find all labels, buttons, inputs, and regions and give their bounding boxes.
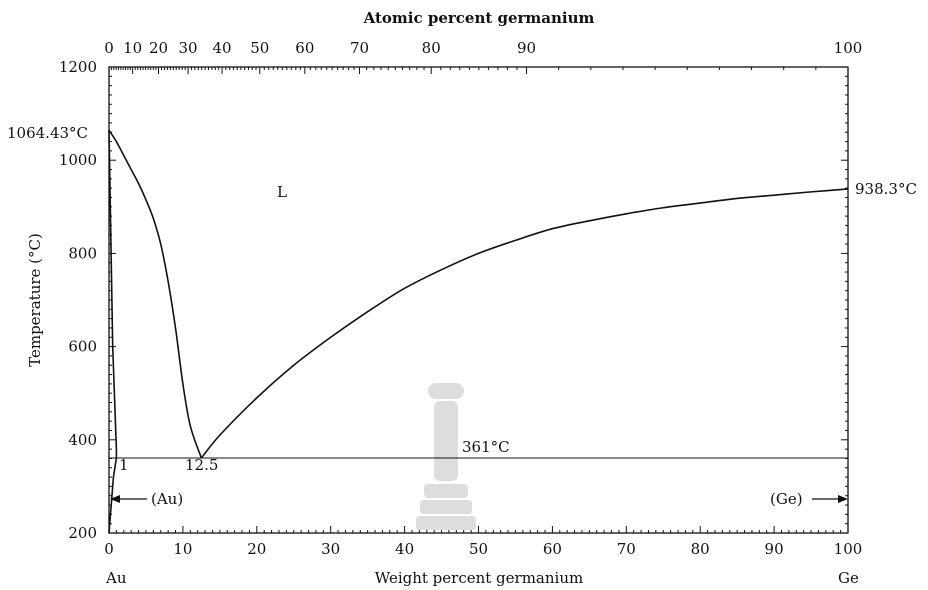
x-top-tick-label: 100 — [834, 39, 863, 57]
liquid-region-label: L — [277, 183, 287, 201]
labels-layer: Weight percent germanium Temperature (°C… — [7, 124, 917, 587]
x-tick-label: 60 — [543, 540, 562, 558]
x-tick-label: 70 — [617, 540, 636, 558]
y-tick-label: 200 — [68, 524, 97, 542]
x-tick-label: 10 — [173, 540, 192, 558]
au-phase-label: (Au) — [151, 490, 183, 508]
plot-frame — [108, 66, 849, 534]
x-tick-label: 40 — [395, 540, 414, 558]
x-tick-label: 50 — [469, 540, 488, 558]
x-tick-label: 30 — [321, 540, 340, 558]
ge-melting-label: 938.3°C — [855, 180, 917, 198]
x-top-tick-label: 40 — [213, 39, 232, 57]
x-top-tick-label: 10 — [123, 39, 142, 57]
x-top-tick-label: 0 — [104, 39, 114, 57]
x-top-tick-label: 90 — [517, 39, 536, 57]
x-top-tick-label: 30 — [179, 39, 198, 57]
right-endpoint-label: Ge — [838, 569, 859, 587]
ge-phase-arrowhead — [838, 495, 848, 503]
au-melting-label: 1064.43°C — [7, 124, 88, 142]
y-tick-label: 1000 — [59, 151, 97, 169]
x-tick-label: 0 — [104, 540, 114, 558]
y-axis-title: Temperature (°C) — [26, 233, 44, 367]
x-axis-title: Weight percent germanium — [375, 569, 583, 587]
ge-phase-label: (Ge) — [770, 490, 803, 508]
x-tick-label: 20 — [247, 540, 266, 558]
series-liquidus-au-side — [108, 129, 203, 459]
series-liquidus-ge-side — [200, 188, 849, 459]
y-tick-label: 600 — [68, 338, 97, 356]
y-tick-label: 1200 — [59, 58, 97, 76]
au-solubility-label: 1 — [119, 456, 129, 474]
x-tick-label: 90 — [765, 540, 784, 558]
watermark-logo — [416, 383, 476, 530]
x-top-tick-label: 70 — [350, 39, 369, 57]
eutectic-temp-label: 361°C — [462, 438, 510, 456]
series-layer — [108, 129, 849, 534]
axes: 0 10 20 30 40 50 60 70 80 90 100200400600800100012… — [59, 39, 863, 558]
x-top-tick-label: 50 — [250, 39, 269, 57]
x-top-tick-label: 60 — [295, 39, 314, 57]
series-solvus-au — [108, 457, 118, 534]
x-tick-label: 80 — [691, 540, 710, 558]
x-top-tick-label: 80 — [422, 39, 441, 57]
eutectic-comp-label: 12.5 — [185, 456, 218, 474]
x-top-tick-label: 20 — [149, 39, 168, 57]
x-tick-label: 100 — [834, 540, 863, 558]
au-phase-arrowhead — [110, 495, 120, 503]
series-solidus-au — [108, 130, 118, 458]
y-tick-label: 400 — [68, 431, 97, 449]
y-tick-label: 800 — [68, 244, 97, 262]
left-endpoint-label: Au — [105, 569, 127, 587]
chart-title: Atomic percent germanium — [363, 9, 595, 27]
